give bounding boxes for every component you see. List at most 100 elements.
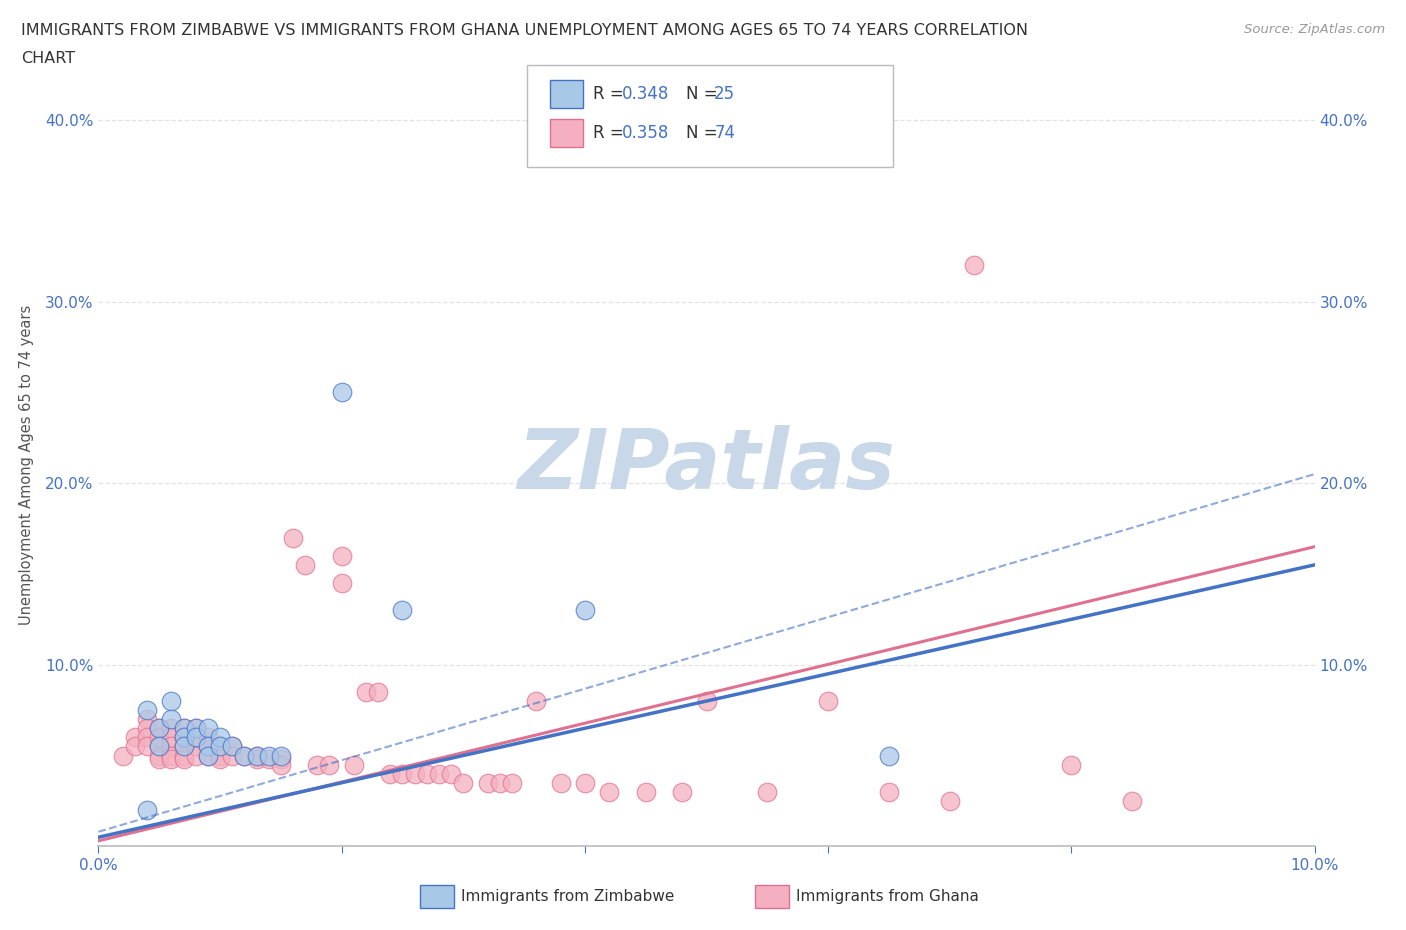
Text: ZIPatlas: ZIPatlas	[517, 424, 896, 506]
Point	[427, 766, 450, 781]
Point	[197, 739, 219, 754]
Point	[221, 748, 243, 763]
Point	[634, 784, 657, 799]
Point	[245, 748, 267, 763]
Point	[197, 748, 219, 763]
Point	[245, 748, 267, 763]
Point	[124, 730, 146, 745]
Point	[184, 748, 207, 763]
Point	[307, 757, 329, 772]
Point	[756, 784, 779, 799]
Point	[173, 730, 195, 745]
Point	[160, 721, 183, 736]
Point	[318, 757, 340, 772]
Point	[574, 603, 596, 618]
Point	[257, 751, 280, 766]
Point	[160, 739, 183, 754]
Point	[209, 748, 232, 763]
Point	[209, 751, 232, 766]
Point	[416, 766, 439, 781]
Point	[209, 739, 232, 754]
Point	[148, 739, 170, 754]
Point	[124, 739, 146, 754]
Point	[440, 766, 463, 781]
Point	[270, 748, 292, 763]
Point	[330, 385, 353, 400]
Point	[233, 748, 256, 763]
Point	[391, 766, 413, 781]
Point	[148, 730, 170, 745]
Point	[209, 730, 232, 745]
Point	[160, 751, 183, 766]
Point	[671, 784, 693, 799]
Point	[270, 757, 292, 772]
Text: 25: 25	[714, 85, 735, 103]
Point	[160, 748, 183, 763]
Point	[184, 730, 207, 745]
Point	[696, 694, 718, 709]
Point	[477, 776, 499, 790]
Point	[404, 766, 426, 781]
Point	[391, 603, 413, 618]
Point	[160, 711, 183, 726]
Point	[380, 766, 402, 781]
Point	[1060, 757, 1083, 772]
Point	[184, 721, 207, 736]
Point	[136, 730, 159, 745]
Point	[184, 739, 207, 754]
Point	[817, 694, 839, 709]
Point	[136, 703, 159, 718]
Point	[173, 721, 195, 736]
Point	[221, 739, 243, 754]
Text: CHART: CHART	[21, 51, 75, 66]
Point	[343, 757, 366, 772]
Point	[197, 730, 219, 745]
Text: N =: N =	[686, 124, 723, 142]
Point	[330, 576, 353, 591]
Text: Immigrants from Ghana: Immigrants from Ghana	[796, 889, 979, 904]
Point	[136, 721, 159, 736]
Point	[524, 694, 547, 709]
Point	[173, 739, 195, 754]
Point	[270, 751, 292, 766]
Point	[173, 721, 195, 736]
Point	[184, 721, 207, 736]
Point	[330, 549, 353, 564]
Point	[367, 684, 389, 699]
Point	[111, 748, 134, 763]
Point	[939, 793, 962, 808]
Point	[184, 730, 207, 745]
Text: R =: R =	[593, 124, 630, 142]
Point	[197, 748, 219, 763]
Text: 74: 74	[714, 124, 735, 142]
Point	[1121, 793, 1143, 808]
Point	[136, 739, 159, 754]
Point	[245, 751, 267, 766]
Point	[173, 748, 195, 763]
Point	[209, 739, 232, 754]
Point	[197, 739, 219, 754]
Point	[173, 739, 195, 754]
Point	[160, 694, 183, 709]
Point	[550, 776, 572, 790]
Point	[281, 530, 304, 545]
Text: Source: ZipAtlas.com: Source: ZipAtlas.com	[1244, 23, 1385, 36]
Point	[877, 748, 900, 763]
Point	[173, 730, 195, 745]
Text: 0.358: 0.358	[621, 124, 669, 142]
Y-axis label: Unemployment Among Ages 65 to 74 years: Unemployment Among Ages 65 to 74 years	[18, 305, 34, 625]
Point	[233, 748, 256, 763]
Point	[160, 730, 183, 745]
Point	[173, 751, 195, 766]
Point	[136, 803, 159, 817]
Point	[574, 776, 596, 790]
Point	[488, 776, 510, 790]
Point	[148, 739, 170, 754]
Point	[877, 784, 900, 799]
Text: 0.348: 0.348	[621, 85, 669, 103]
Point	[963, 258, 986, 272]
Point	[148, 721, 170, 736]
Text: Immigrants from Zimbabwe: Immigrants from Zimbabwe	[461, 889, 675, 904]
Point	[257, 748, 280, 763]
Point	[598, 784, 620, 799]
